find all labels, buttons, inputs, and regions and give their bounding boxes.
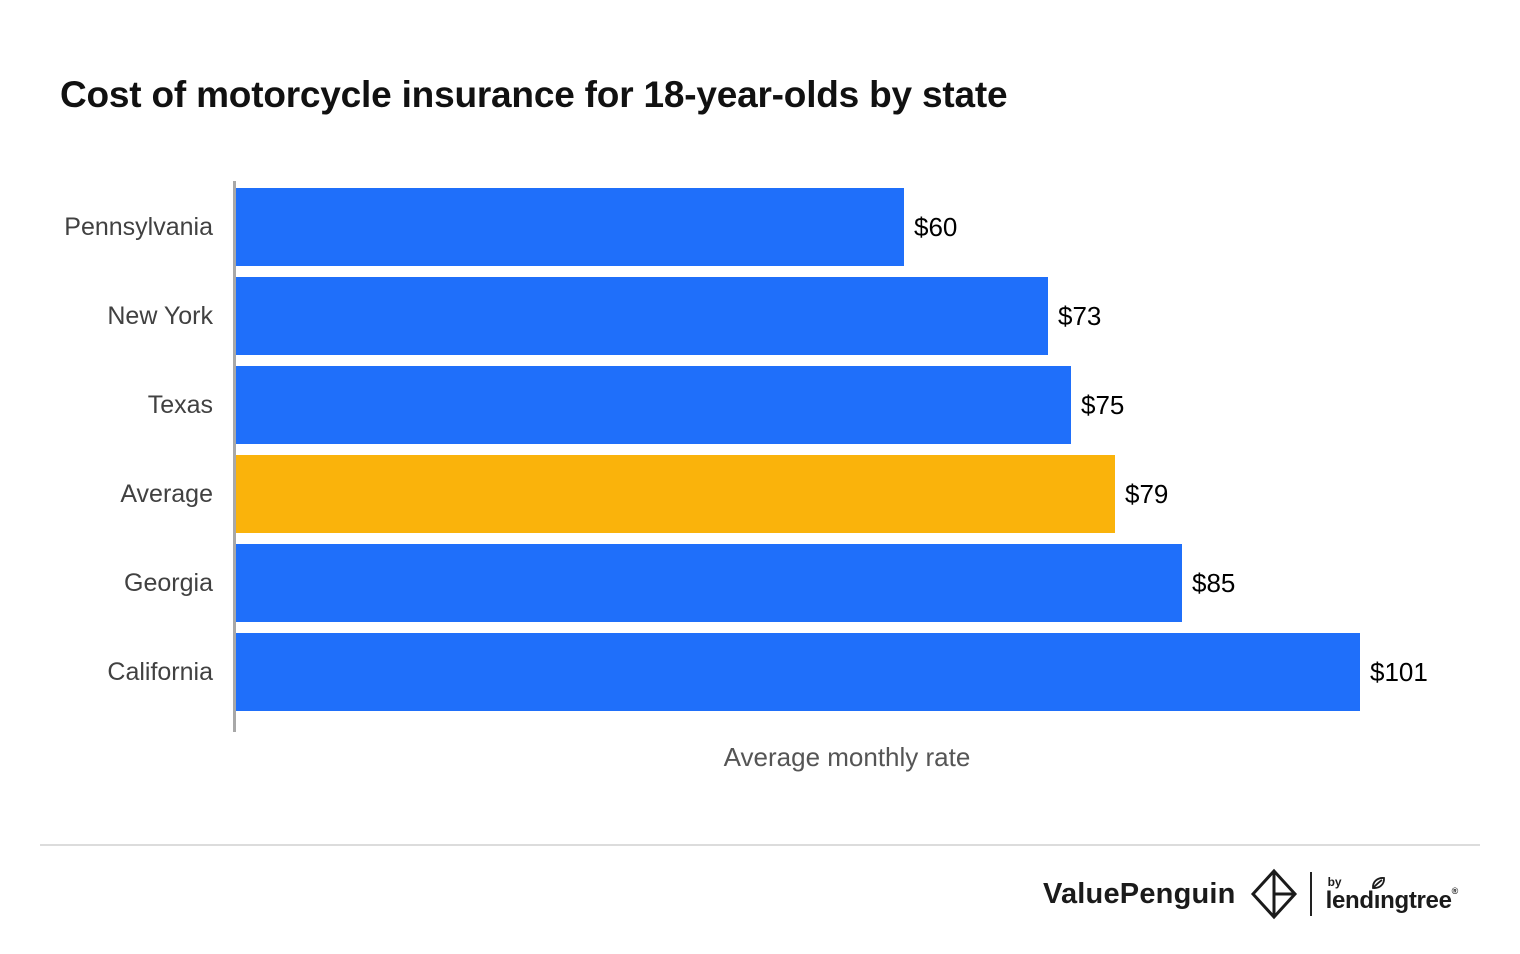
bar-row: New York $73: [0, 277, 1520, 355]
bar-texas: [236, 366, 1071, 444]
bar-pennsylvania: [236, 188, 904, 266]
valuepenguin-logo-icon: [1250, 868, 1297, 920]
bar-new-york: [236, 277, 1048, 355]
lendingtree-logo: by lendı ngtree®: [1325, 874, 1459, 914]
bar-california: [236, 633, 1360, 711]
bar-row: Georgia $85: [0, 544, 1520, 622]
value-label: $75: [1081, 389, 1125, 420]
category-label: Pennsylvania: [64, 212, 213, 241]
y-axis-line: [233, 181, 236, 732]
lt-text-lead: lend: [1325, 886, 1374, 914]
value-label: $85: [1192, 567, 1236, 598]
lendingtree-wordmark: lendı ngtree®: [1325, 876, 1459, 914]
value-label: $101: [1370, 656, 1428, 687]
category-label: New York: [107, 301, 213, 330]
lt-dotless-i: ı: [1371, 876, 1385, 913]
registered-trademark: ®: [1451, 885, 1459, 896]
bar-georgia: [236, 544, 1182, 622]
footer-brand: ValuePenguin by lendı ngtree®: [1043, 866, 1458, 922]
bar-row: Texas $75: [0, 366, 1520, 444]
category-label: Georgia: [124, 568, 213, 597]
bar-row: California $101: [0, 633, 1520, 711]
category-label: Texas: [147, 390, 213, 419]
bar-average: [236, 455, 1115, 533]
footer-separator: [40, 844, 1480, 846]
value-label: $79: [1125, 478, 1169, 509]
leaf-icon: [1371, 876, 1385, 889]
bar-row: Pennsylvania $60: [0, 188, 1520, 266]
chart-title: Cost of motorcycle insurance for 18-year…: [60, 74, 1008, 115]
value-label: $60: [914, 211, 958, 242]
plot-rows: Pennsylvania $60 New York $73 Texas $75 Averag…: [0, 188, 1520, 711]
lt-text-tail: ngtree: [1380, 886, 1452, 914]
x-axis-title: Average monthly rate: [723, 742, 971, 772]
bar-row: Average $79: [0, 455, 1520, 533]
valuepenguin-wordmark: ValuePenguin: [1043, 877, 1236, 910]
category-label: California: [107, 657, 213, 686]
category-label: Average: [120, 479, 213, 508]
value-label: $73: [1058, 300, 1102, 331]
brand-divider: [1309, 872, 1312, 916]
by-label: by: [1327, 874, 1342, 889]
